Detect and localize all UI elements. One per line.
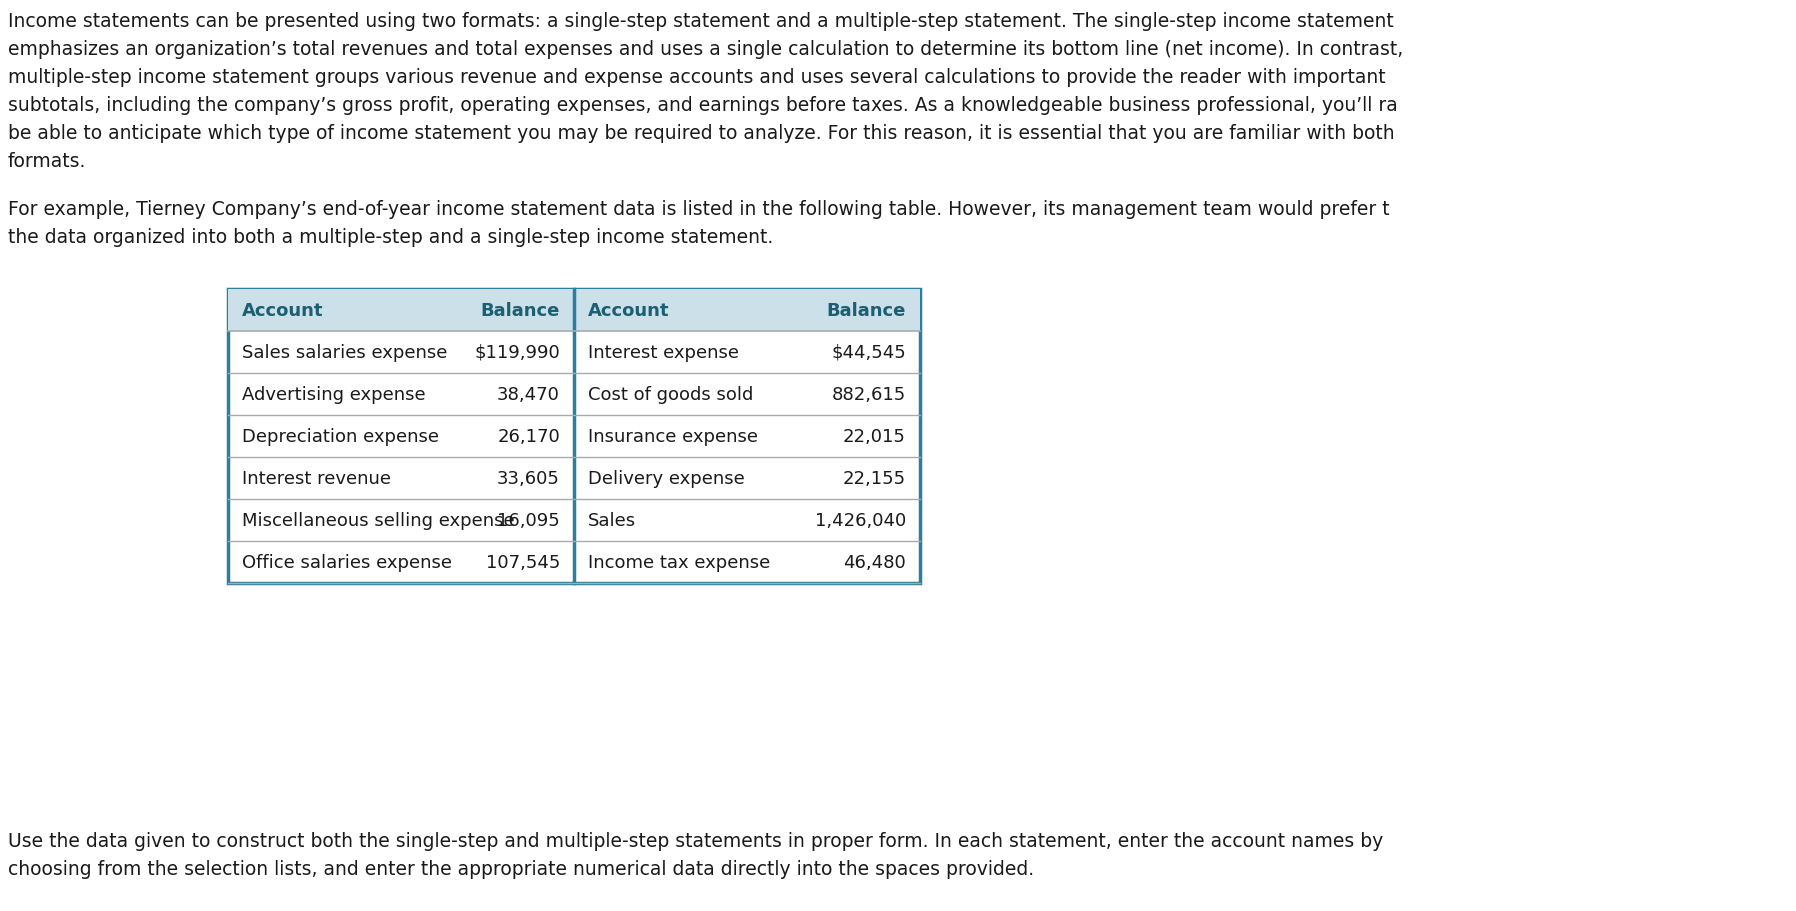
Bar bbox=[228, 290, 920, 583]
Text: Sales: Sales bbox=[587, 511, 636, 529]
Text: Cost of goods sold: Cost of goods sold bbox=[587, 385, 753, 404]
Text: Delivery expense: Delivery expense bbox=[587, 469, 745, 487]
Text: Use the data given to construct both the single-step and multiple-step statement: Use the data given to construct both the… bbox=[7, 831, 1383, 850]
Text: 1,426,040: 1,426,040 bbox=[815, 511, 905, 529]
Text: 22,155: 22,155 bbox=[842, 469, 905, 487]
Text: Interest expense: Interest expense bbox=[587, 343, 738, 362]
Text: Income statements can be presented using two formats: a single-step statement an: Income statements can be presented using… bbox=[7, 12, 1394, 31]
Text: be able to anticipate which type of income statement you may be required to anal: be able to anticipate which type of inco… bbox=[7, 124, 1395, 143]
Text: emphasizes an organization’s total revenues and total expenses and uses a single: emphasizes an organization’s total reven… bbox=[7, 40, 1403, 59]
Text: Interest revenue: Interest revenue bbox=[242, 469, 392, 487]
Text: 26,170: 26,170 bbox=[497, 427, 560, 445]
Bar bbox=[228, 290, 920, 332]
Text: 33,605: 33,605 bbox=[497, 469, 560, 487]
Text: subtotals, including the company’s gross profit, operating expenses, and earning: subtotals, including the company’s gross… bbox=[7, 96, 1397, 115]
Text: 107,545: 107,545 bbox=[485, 553, 560, 571]
Text: Miscellaneous selling expense: Miscellaneous selling expense bbox=[242, 511, 515, 529]
Text: the data organized into both a multiple-step and a single-step income statement.: the data organized into both a multiple-… bbox=[7, 228, 774, 247]
Text: Advertising expense: Advertising expense bbox=[242, 385, 426, 404]
Text: Income tax expense: Income tax expense bbox=[587, 553, 770, 571]
Text: Sales salaries expense: Sales salaries expense bbox=[242, 343, 447, 362]
Text: Depreciation expense: Depreciation expense bbox=[242, 427, 438, 445]
Text: formats.: formats. bbox=[7, 152, 86, 171]
Text: Balance: Balance bbox=[481, 302, 560, 320]
Text: 882,615: 882,615 bbox=[832, 385, 905, 404]
Text: $119,990: $119,990 bbox=[474, 343, 560, 362]
Text: 38,470: 38,470 bbox=[497, 385, 560, 404]
Text: For example, Tierney Company’s end-of-year income statement data is listed in th: For example, Tierney Company’s end-of-ye… bbox=[7, 200, 1390, 219]
Text: multiple-step income statement groups various revenue and expense accounts and u: multiple-step income statement groups va… bbox=[7, 68, 1387, 87]
Text: Account: Account bbox=[242, 302, 323, 320]
Text: Account: Account bbox=[587, 302, 670, 320]
Text: Balance: Balance bbox=[826, 302, 905, 320]
Text: 16,095: 16,095 bbox=[497, 511, 560, 529]
Text: Insurance expense: Insurance expense bbox=[587, 427, 758, 445]
Text: Office salaries expense: Office salaries expense bbox=[242, 553, 453, 571]
Text: choosing from the selection lists, and enter the appropriate numerical data dire: choosing from the selection lists, and e… bbox=[7, 859, 1034, 878]
Text: 22,015: 22,015 bbox=[842, 427, 905, 445]
Text: $44,545: $44,545 bbox=[832, 343, 905, 362]
Text: 46,480: 46,480 bbox=[844, 553, 905, 571]
